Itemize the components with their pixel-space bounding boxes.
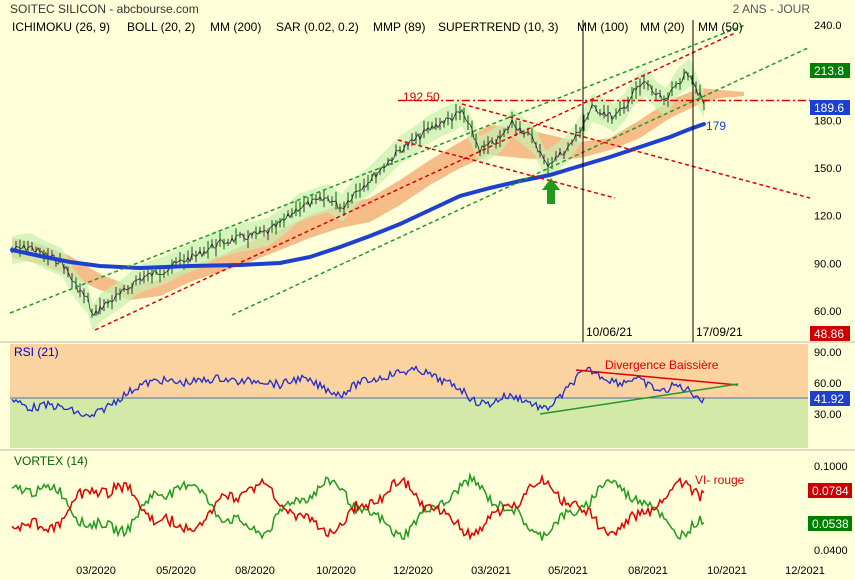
vline-date-label: 10/06/21 [586,325,633,339]
legend-mmp: MMP (89) [373,20,425,34]
upper-channel-line [9,24,746,314]
legend-mm20: MM (20) [640,20,685,34]
y-tick-label: 0.1000 [814,461,848,473]
price-line [11,70,705,317]
rsi-oversold-zone [10,398,808,448]
x-tick-label: 08/2021 [628,565,668,577]
vortex-badge: 0.0538 [812,517,849,531]
legend-mm100: MM (100) [577,20,628,34]
rsi-badge-bg [810,391,850,406]
chart-period: 2 ANS - JOUR [733,2,811,16]
rsi-support-line [539,383,739,415]
bollinger-band [12,58,704,332]
rsi-line [11,365,705,418]
x-tick-label: 05/2021 [548,565,588,577]
x-tick-label: 05/2020 [156,565,196,577]
legend-supertrend: SUPERTREND (10, 3) [438,20,558,34]
price-badge: 189.6 [814,101,844,115]
vortex-title: VORTEX (14) [14,454,88,468]
x-tick-label: 12/2021 [785,565,825,577]
red-down-line [397,139,616,199]
x-tick-label: 03/2021 [471,565,511,577]
chart-title: SOITEC SILICON - abcbourse.com [10,2,199,16]
red-support-line [94,32,736,331]
price-panel [9,20,811,342]
price-badge: 213.8 [814,64,844,78]
price-badge-bg [810,63,850,78]
y-tick-label: 90.00 [814,347,842,359]
price-badge-bg [810,100,850,115]
y-tick-label: 240.0 [814,20,842,32]
legend-sar: SAR (0.02, 0.2) [276,20,359,34]
x-tick-label: 10/2020 [316,565,356,577]
rsi-badge: 41.92 [814,392,844,406]
y-tick-label: 0.0400 [814,545,848,557]
vline-date-label: 17/09/21 [696,325,743,339]
x-tick-label: 03/2020 [76,565,116,577]
vortex-minus-line [11,473,705,541]
vortex-plus-line [11,472,705,541]
legend-ichimoku: ICHIMOKU (26, 9) [12,20,110,34]
legend-boll: BOLL (20, 2) [127,20,195,34]
legend-mm200: MM (200) [210,20,261,34]
axes: 240.0210.0180.0150.0120.090.0060.0090.00… [76,20,848,577]
lower-channel-line [231,46,811,316]
buy-arrow-icon [542,178,560,204]
mm200-value-label: 179 [706,119,726,133]
y-tick-label: 60.00 [814,306,842,318]
vortex-panel [11,472,705,541]
legend-mm50: MM (50) [698,20,743,34]
y-tick-label: 180.0 [814,115,842,127]
rsi-title: RSI (21) [14,345,59,359]
y-tick-label: 60.00 [814,378,842,390]
divergence-label: Divergence Baissière [605,358,719,372]
price-badge: 48.86 [814,327,844,341]
x-tick-label: 10/2021 [707,565,747,577]
mm200-line [10,122,706,271]
price-badge-bg [810,326,850,341]
vortex-badge: 0.0784 [812,484,849,498]
resistance-label: 192.50 [403,90,440,104]
vi-minus-label: VI- rouge [695,473,745,487]
vortex-badge-bg [808,516,852,531]
y-tick-label: 90.00 [814,258,842,270]
x-tick-label: 08/2020 [235,565,275,577]
y-tick-label: 120.0 [814,211,842,223]
divergence-line [575,369,739,386]
y-tick-label: 150.0 [814,163,842,175]
y-tick-label: 30.00 [814,409,842,421]
vortex-badge-bg [808,483,852,498]
x-tick-label: 12/2020 [393,565,433,577]
rsi-panel [10,365,808,418]
